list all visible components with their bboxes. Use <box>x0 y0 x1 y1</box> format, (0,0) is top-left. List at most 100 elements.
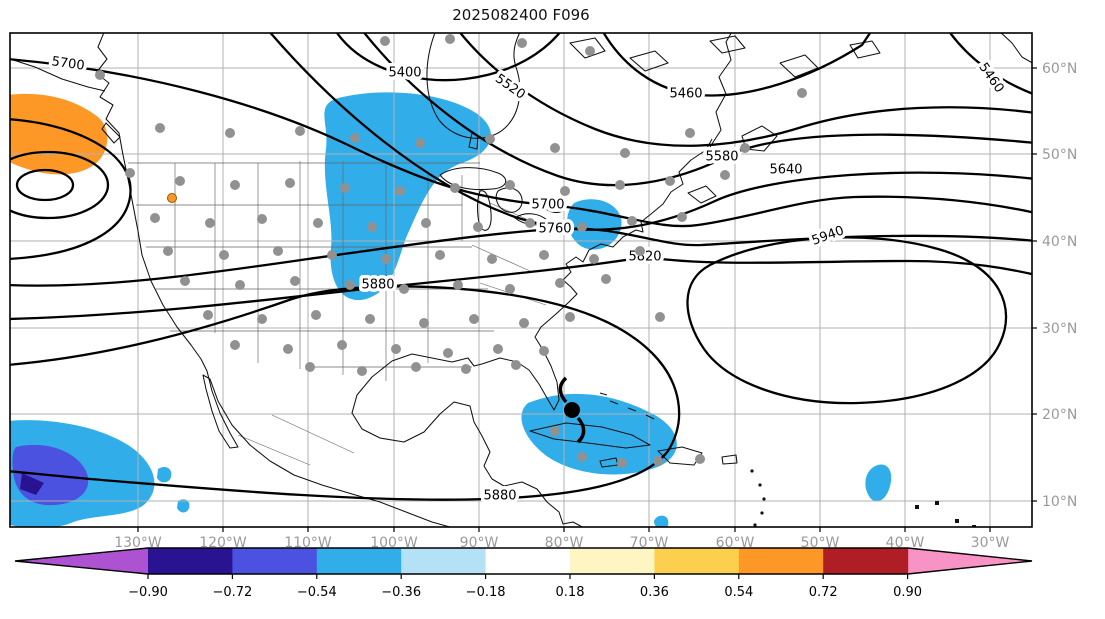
x-tick-label: 110°W <box>284 535 332 551</box>
station-dot <box>450 183 460 193</box>
station-dot <box>539 346 549 356</box>
arctic-islands <box>569 35 881 78</box>
station-dot <box>290 276 300 286</box>
colorbar-tick-label: 0.54 <box>724 585 753 600</box>
station-dot <box>635 246 645 256</box>
contour-5820 <box>10 255 1032 321</box>
contour-west-low-outer <box>10 150 110 220</box>
y-tick-label: 40°N <box>1042 234 1077 250</box>
vancouver-island <box>101 122 121 144</box>
x-tick-label: 70°W <box>630 535 669 551</box>
station-dot <box>150 213 160 223</box>
station-dot <box>505 180 515 190</box>
station-dot <box>653 456 663 466</box>
station-dots-layer <box>95 34 807 468</box>
contour-label: 5700 <box>531 198 564 213</box>
station-dot <box>305 362 315 372</box>
x-tick-label: 80°W <box>545 535 584 551</box>
station-dot <box>357 366 367 376</box>
x-tick-label: 120°W <box>199 535 247 551</box>
x-tick-label: 60°W <box>716 535 755 551</box>
contour-label: 5400 <box>388 66 421 81</box>
colorbar-extend-left <box>15 548 148 574</box>
station-dot <box>461 364 471 374</box>
contour-5400 <box>335 33 561 82</box>
x-tick-label: 40°W <box>886 535 925 551</box>
station-dot <box>230 180 240 190</box>
x-tick-label: 30°W <box>971 535 1010 551</box>
station-dot <box>445 34 455 44</box>
shaded-region-pacific-core <box>20 473 44 495</box>
alaska-coast <box>10 58 106 92</box>
station-dot <box>155 123 165 133</box>
colorbar-segment <box>401 548 487 574</box>
contour-5520 <box>458 33 1032 147</box>
contour-label: 5880 <box>483 489 516 504</box>
contour-5700 <box>10 58 1032 228</box>
station-dot <box>203 310 213 320</box>
station-dot <box>665 176 675 186</box>
shaded-region-midwest <box>324 92 491 301</box>
station-dot <box>95 70 105 80</box>
station-dot <box>525 218 535 228</box>
hurricane-icon-barb-bottom <box>576 416 586 444</box>
contour-west-low-arc <box>10 118 132 260</box>
y-tick-label: 20°N <box>1042 407 1077 423</box>
station-dot <box>577 452 587 462</box>
x-tick-label: 130°W <box>114 535 162 551</box>
colorbar-tick-label: −0.36 <box>381 585 421 600</box>
labrador-coast <box>709 33 732 148</box>
station-dot <box>620 148 630 158</box>
x-tick-label: 100°W <box>370 535 418 551</box>
station-dot <box>485 134 495 144</box>
contour-5940-closed <box>686 236 1008 405</box>
station-dot <box>695 454 705 464</box>
station-dot <box>415 138 425 148</box>
station-dot <box>601 274 611 284</box>
state-borders-layer <box>128 161 547 466</box>
station-dot <box>505 284 515 294</box>
pacific-coast <box>95 33 452 527</box>
station-dot <box>539 250 549 260</box>
gulf-central-america-coast <box>351 360 584 527</box>
colorbar-tick-label: −0.54 <box>297 585 337 600</box>
map-plot-area: 5700 5400 5520 5460 546055805640570057605820… <box>10 33 1032 527</box>
nova-scotia <box>687 185 717 204</box>
station-dot <box>473 222 483 232</box>
colorbar-tick-label: 0.36 <box>640 585 669 600</box>
shaded-speck-2 <box>177 499 190 513</box>
colorbar-segment <box>485 548 571 574</box>
colorbar-segment <box>654 548 740 574</box>
plot-border <box>9 32 1033 528</box>
station-dot <box>283 344 293 354</box>
station-dot <box>337 340 347 350</box>
station-dot <box>453 280 463 290</box>
cuba <box>529 422 651 449</box>
station-dot <box>519 318 529 328</box>
station-dot <box>295 126 305 136</box>
contour-5460-east <box>948 33 1032 95</box>
colorbar-segment <box>823 548 909 574</box>
station-dot <box>313 218 323 228</box>
station-dot <box>565 312 575 322</box>
station-dot <box>617 458 627 468</box>
colorbar-segment <box>232 548 318 574</box>
hurricane-icon-barb-top <box>558 376 568 404</box>
station-dot <box>340 183 350 193</box>
colorbar-segment <box>570 548 655 574</box>
station-dot <box>577 222 587 232</box>
contour-label: 5820 <box>628 250 661 265</box>
james-bay <box>468 132 479 150</box>
station-dot <box>225 128 235 138</box>
orange-station-dot <box>167 193 177 203</box>
contour-5880 <box>10 285 681 501</box>
y-axis: 60°N 50°N 40°N 30°N 20°N 10°N <box>1032 61 1077 510</box>
station-dot <box>419 318 429 328</box>
special-markers-layer <box>167 193 586 444</box>
lake-ontario <box>541 202 566 214</box>
contour-5460-west <box>602 33 872 97</box>
station-dot <box>391 344 401 354</box>
station-dot <box>627 216 637 226</box>
station-dot <box>677 212 687 222</box>
chart-title: 2025082400 F096 <box>452 6 589 24</box>
